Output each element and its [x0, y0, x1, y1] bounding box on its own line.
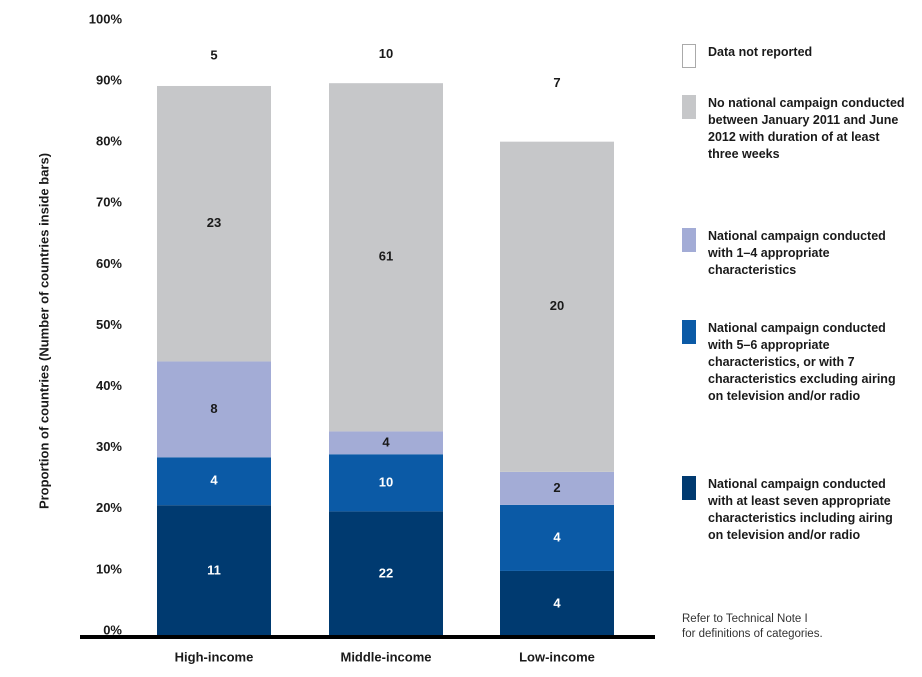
legend-swatch: [682, 320, 696, 344]
legend-label: National campaign conducted with at leas…: [708, 477, 893, 542]
legend-label: No national campaign conducted between J…: [708, 96, 905, 161]
y-tick-label: 100%: [89, 11, 123, 26]
value-label: 20: [550, 298, 564, 313]
legend-item: No national campaign conducted between J…: [682, 95, 912, 163]
value-label: 5: [210, 47, 217, 62]
y-tick-label: 70%: [96, 195, 122, 210]
value-label: 7: [553, 75, 560, 90]
bar-segment: [157, 26, 271, 86]
value-label: 4: [553, 529, 561, 544]
y-tick-label: 40%: [96, 378, 122, 393]
x-tick-label: High-income: [175, 649, 254, 664]
y-tick-label: 60%: [96, 256, 122, 271]
legend-label: National campaign conducted with 1–4 app…: [708, 229, 886, 277]
bar-segment: [500, 141, 614, 472]
y-tick-label: 50%: [96, 317, 122, 332]
note-line: for definitions of categories.: [682, 628, 823, 640]
bar-segment: [500, 570, 614, 637]
legend-item: Data not reported: [682, 44, 912, 68]
bar-segment: [500, 504, 614, 571]
legend-swatch: [682, 476, 696, 500]
value-label: 61: [379, 249, 393, 264]
bar-segment: [157, 361, 271, 458]
bar-segment: [157, 505, 271, 637]
bar-segment: [157, 457, 271, 506]
value-label: 4: [553, 595, 561, 610]
y-axis-label: Proportion of countries (Number of count…: [36, 153, 51, 509]
x-tick-label: Middle-income: [340, 649, 431, 664]
value-label: 10: [379, 46, 393, 61]
y-tick-label: 20%: [96, 500, 122, 515]
bar-segment: [329, 511, 443, 637]
legend-label: National campaign conducted with 5–6 app…: [708, 321, 896, 403]
legend-item: National campaign conducted with 5–6 app…: [682, 320, 912, 405]
bar-segment: [157, 85, 271, 362]
bar-segment: [329, 83, 443, 432]
y-tick-label: 10%: [96, 561, 122, 576]
y-tick-label: 30%: [96, 439, 122, 454]
note: Refer to Technical Note I for definition…: [682, 612, 823, 642]
value-label: 4: [210, 473, 218, 488]
bar-segment: [329, 431, 443, 455]
legend-swatch: [682, 95, 696, 119]
legend-swatch: [682, 228, 696, 252]
value-label: 11: [207, 563, 221, 578]
legend-swatch: [682, 44, 696, 68]
value-label: 23: [207, 215, 221, 230]
value-label: 22: [379, 566, 393, 581]
bar-segment: [500, 471, 614, 505]
legend-item: National campaign conducted with at leas…: [682, 476, 912, 544]
bar-segment: [329, 454, 443, 512]
bar-segment: [329, 26, 443, 84]
y-tick-label: 80%: [96, 134, 122, 149]
value-label: 4: [382, 434, 390, 449]
y-tick-label: 0%: [103, 622, 122, 637]
legend-label: Data not reported: [708, 45, 813, 59]
y-tick-label: 90%: [96, 73, 122, 88]
note-line: Refer to Technical Note I: [682, 613, 808, 625]
value-label: 2: [553, 480, 560, 495]
value-label: 10: [379, 474, 393, 489]
bar-segment: [500, 26, 614, 142]
legend-item: National campaign conducted with 1–4 app…: [682, 228, 912, 279]
value-label: 8: [210, 401, 217, 416]
x-tick-label: Low-income: [519, 649, 595, 664]
